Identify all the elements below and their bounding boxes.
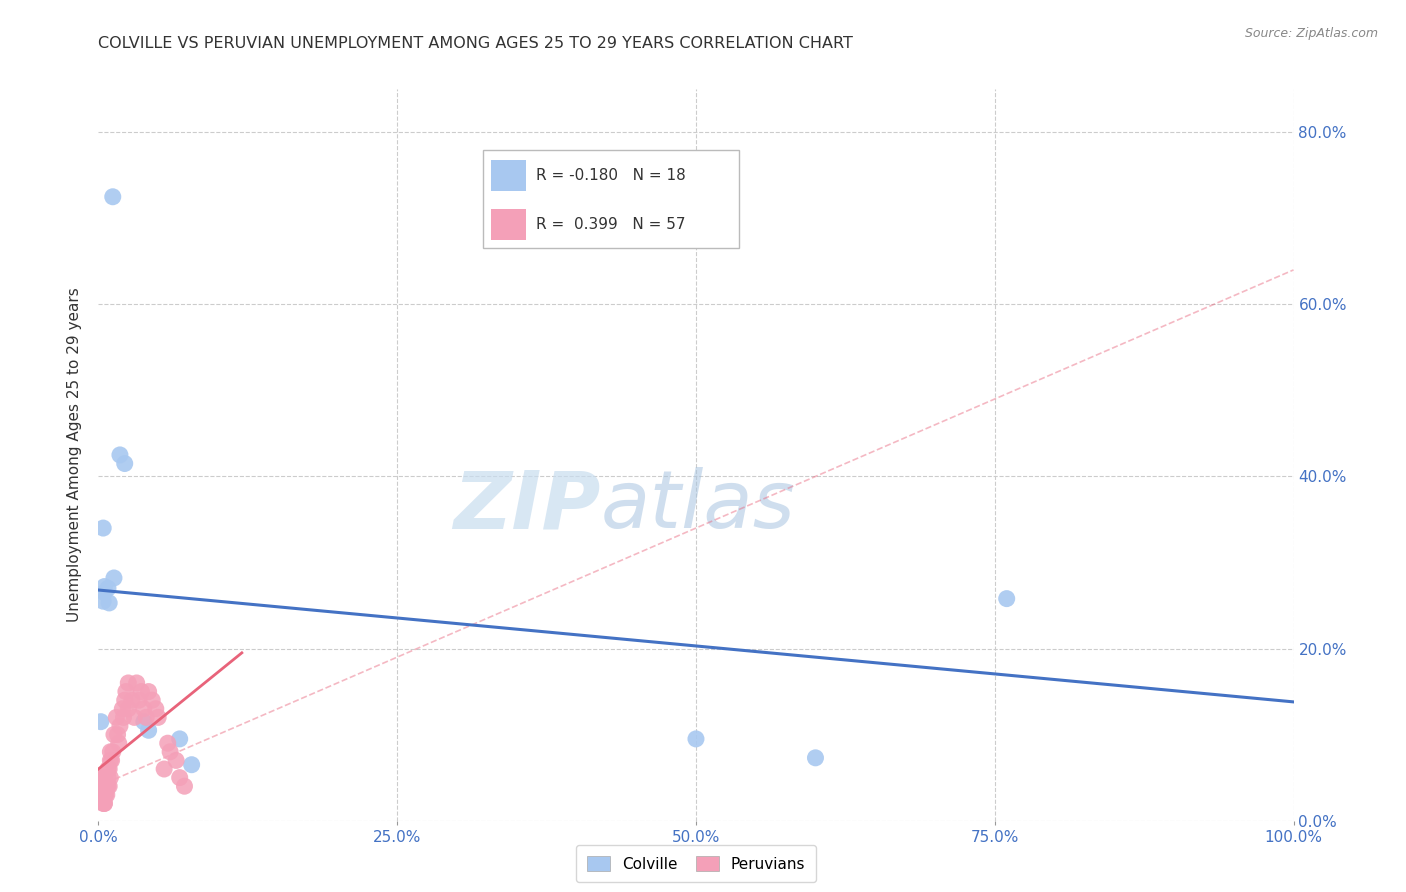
Y-axis label: Unemployment Among Ages 25 to 29 years: Unemployment Among Ages 25 to 29 years — [67, 287, 83, 623]
Point — [97, 762, 120, 776]
Point — [112, 710, 135, 724]
Point — [90, 788, 112, 802]
Point — [159, 745, 181, 759]
Point — [156, 736, 179, 750]
Point — [101, 745, 124, 759]
Point — [132, 702, 155, 716]
Point — [97, 779, 120, 793]
Point — [98, 596, 121, 610]
Point — [169, 731, 191, 746]
Point — [93, 779, 115, 793]
Point — [98, 771, 122, 785]
Point — [121, 693, 143, 707]
Point — [91, 779, 114, 793]
Point — [153, 762, 176, 776]
FancyBboxPatch shape — [484, 150, 738, 248]
Text: ZIP: ZIP — [453, 467, 600, 545]
Point — [804, 751, 827, 765]
Point — [93, 788, 115, 802]
Bar — [491, 160, 526, 191]
Point — [114, 693, 136, 707]
Text: atlas: atlas — [600, 467, 796, 545]
Point — [97, 582, 120, 596]
Point — [173, 779, 195, 793]
Point — [169, 771, 191, 785]
Text: R =  0.399   N = 57: R = 0.399 N = 57 — [536, 217, 686, 232]
Point — [148, 710, 170, 724]
Legend: Colville, Peruvians: Colville, Peruvians — [576, 845, 815, 882]
Text: Source: ZipAtlas.com: Source: ZipAtlas.com — [1244, 27, 1378, 40]
Point — [132, 714, 155, 729]
Point — [90, 779, 112, 793]
Point — [91, 521, 114, 535]
Bar — [491, 209, 526, 240]
Point — [125, 676, 148, 690]
Point — [90, 714, 112, 729]
Point — [91, 797, 114, 811]
Point — [93, 788, 115, 802]
Point — [91, 771, 114, 785]
Point — [100, 753, 122, 767]
Point — [91, 771, 114, 785]
Point — [98, 753, 122, 767]
Point — [91, 594, 114, 608]
Point — [131, 684, 153, 698]
Point — [180, 757, 202, 772]
Point — [101, 190, 124, 204]
Point — [93, 797, 115, 811]
Point — [114, 457, 136, 471]
Point — [96, 779, 118, 793]
Point — [138, 723, 160, 738]
Point — [165, 753, 187, 767]
Point — [93, 771, 115, 785]
Point — [93, 580, 115, 594]
Point — [91, 788, 114, 802]
Point — [94, 788, 117, 802]
Point — [103, 728, 125, 742]
Point — [115, 684, 138, 698]
Point — [111, 702, 134, 716]
Point — [135, 710, 157, 724]
Point — [145, 702, 167, 716]
Point — [93, 585, 115, 599]
Text: R = -0.180   N = 18: R = -0.180 N = 18 — [536, 168, 686, 183]
Point — [97, 771, 120, 785]
Point — [96, 788, 118, 802]
Point — [128, 693, 150, 707]
Point — [107, 728, 129, 742]
Point — [91, 779, 114, 793]
Point — [108, 719, 131, 733]
Point — [91, 788, 114, 802]
Point — [108, 448, 131, 462]
Point — [685, 731, 707, 746]
Point — [107, 736, 129, 750]
Point — [141, 693, 163, 707]
Text: COLVILLE VS PERUVIAN UNEMPLOYMENT AMONG AGES 25 TO 29 YEARS CORRELATION CHART: COLVILLE VS PERUVIAN UNEMPLOYMENT AMONG … — [98, 36, 853, 51]
Point — [93, 779, 115, 793]
Point — [105, 710, 128, 724]
Point — [124, 710, 146, 724]
Point — [98, 779, 121, 793]
Point — [93, 797, 115, 811]
Point — [98, 745, 122, 759]
Point — [98, 762, 121, 776]
Point — [117, 676, 139, 690]
Point — [138, 684, 160, 698]
Point — [117, 702, 139, 716]
Point — [103, 571, 125, 585]
Point — [995, 591, 1018, 606]
